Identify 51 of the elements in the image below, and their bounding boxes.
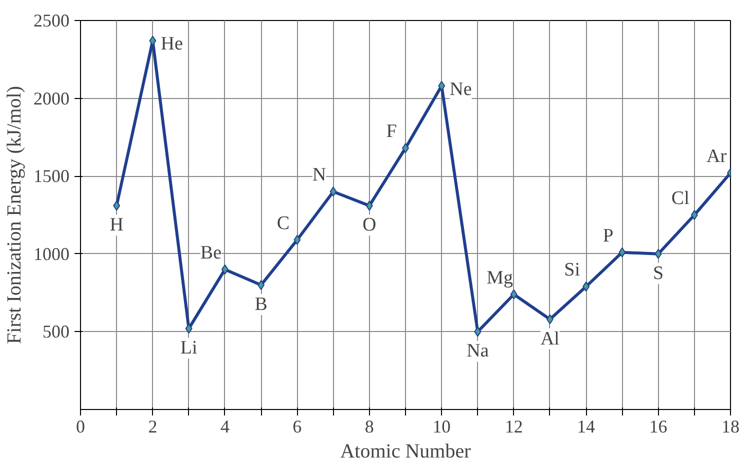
annotation: C [276,212,290,234]
annotation: Mg [486,267,514,288]
x-tick-label: 2 [148,416,158,436]
annotation: F [386,121,397,142]
annotation: Ar [706,146,728,167]
annotation: Li [180,338,198,359]
point [366,200,373,211]
point [582,282,590,292]
x-tick-label: 0 [76,416,85,436]
annotation: Si [564,260,580,281]
point [185,324,192,334]
point [690,210,698,220]
point [438,80,446,91]
y-tick-label: 2500 [34,10,70,30]
x-tick-label: 18 [722,416,740,436]
annotation: Ne [450,78,472,100]
y-tick-label: 2000 [34,88,70,108]
x-tick-label: 4 [220,416,230,436]
point [258,280,265,290]
annotation: B [254,294,268,316]
x-tick-label: 6 [292,416,302,436]
point [330,186,337,197]
point [221,264,228,274]
y-axis-title: First Ionization Energy (kJ/mol) [4,86,26,344]
y-tick-label: 1500 [34,166,70,186]
annotation: Cl [671,188,690,209]
annotation: Be [200,242,222,264]
annotation: O [362,214,376,236]
y-tick-label: 500 [42,322,70,342]
x-tick-label: 14 [577,416,596,436]
x-tick-label: 12 [504,416,523,436]
x-tick-label: 8 [364,416,374,436]
point [294,234,301,245]
point [474,326,482,337]
annotation: P [602,225,614,246]
annotation: N [312,164,326,186]
x-axis-title: Atomic Number [340,440,472,462]
y-tick-label: 1000 [34,244,70,264]
point [149,36,156,46]
annotation: S [652,262,664,284]
point [618,247,626,258]
annotation: H [110,214,124,236]
annotation: Na [466,340,490,362]
point [546,314,554,324]
point [113,200,120,211]
annotation: Al [540,328,560,350]
point [510,289,518,300]
x-tick-label: 16 [649,416,668,436]
point [654,248,662,259]
annotation: He [160,34,183,55]
x-tick-label: 10 [432,416,451,436]
